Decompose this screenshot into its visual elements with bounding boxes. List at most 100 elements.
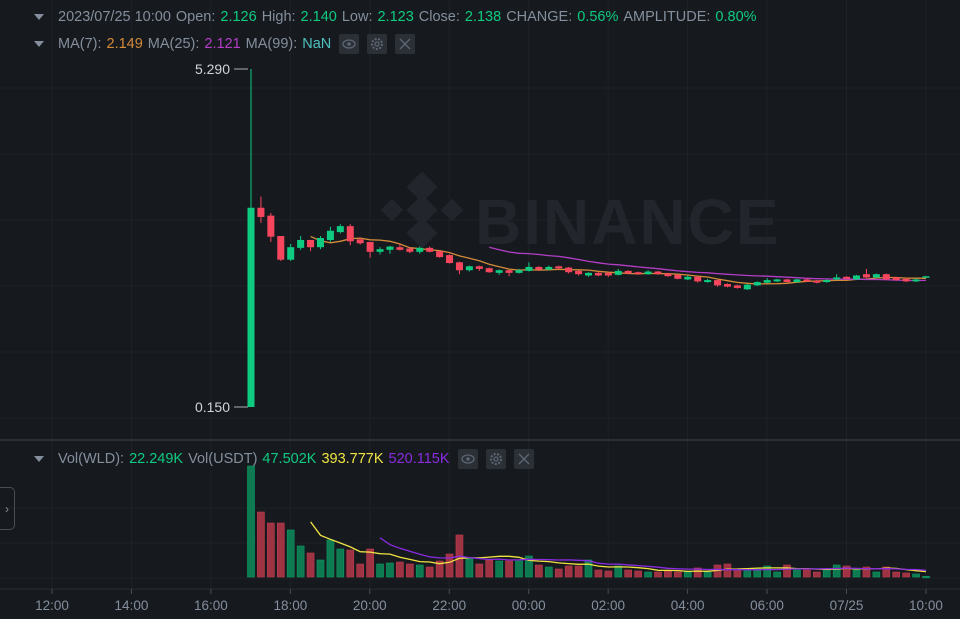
volume-bar (733, 569, 742, 578)
candle-body (535, 266, 543, 270)
candle-body (813, 280, 821, 283)
eye-icon[interactable] (457, 449, 478, 469)
candle-body (674, 274, 682, 279)
candle-body (902, 278, 910, 282)
candle-body (763, 280, 771, 283)
volume-bar (624, 569, 633, 578)
candle-body (644, 271, 652, 275)
low-label: Low: (341, 9, 373, 25)
volume-bar (842, 565, 851, 578)
time-axis[interactable]: 12:00 14:00 16:00 18:00 20:00 22:00 00:00 02:00… (35, 589, 943, 613)
volume-bar (852, 569, 861, 578)
volume-bar (386, 562, 394, 578)
volume-bar (326, 539, 335, 578)
collapse-triangle-icon[interactable] (34, 14, 44, 20)
ma25-label: MA(25): (147, 36, 200, 52)
candle-body (654, 271, 662, 275)
volume-bar (822, 569, 831, 578)
amplitude-value: 0.80% (715, 9, 757, 25)
volume-bar (564, 565, 573, 578)
candle-body (684, 276, 692, 280)
close-icon[interactable] (395, 34, 416, 54)
candle-body (247, 207, 255, 407)
candle-body (823, 280, 831, 283)
candle-body (912, 279, 920, 282)
candle-body (892, 277, 900, 281)
candle-body (753, 282, 761, 286)
ma7-label: MA(7): (58, 36, 102, 52)
vol-ma1-value: 393.777K (321, 451, 384, 467)
ma25-value: 2.121 (204, 36, 241, 52)
open-label: Open: (175, 9, 216, 25)
candles (247, 69, 930, 407)
collapse-triangle-icon[interactable] (34, 41, 44, 47)
expand-sidebar-button[interactable]: › (0, 487, 15, 530)
x-tick-label: 04:00 (671, 598, 705, 613)
volume-bar (435, 560, 444, 578)
candle-body (326, 230, 334, 240)
volume-bar (683, 571, 692, 578)
volume-bar (922, 576, 930, 579)
vol-quote-value: 47.502K (262, 451, 317, 467)
x-tick-label: 02:00 (591, 598, 625, 613)
candle-body (386, 246, 394, 250)
volume-bar (773, 571, 781, 578)
open-value: 2.126 (220, 9, 257, 25)
candle-body (714, 280, 722, 286)
close-icon[interactable] (513, 449, 534, 469)
watermark-text: BINANCE (475, 186, 781, 258)
candle-body (307, 239, 315, 248)
volume-bar (654, 571, 662, 578)
change-value: 0.56% (577, 9, 619, 25)
volume-bar (634, 570, 642, 578)
volume-bar (445, 553, 454, 578)
volume-ma-lines (310, 521, 927, 573)
candle-body (515, 270, 523, 273)
candle-body (575, 270, 583, 275)
candle-body (336, 226, 344, 233)
eye-icon[interactable] (339, 34, 360, 54)
collapse-triangle-icon[interactable] (34, 456, 44, 462)
volume-bar (763, 565, 771, 578)
candle-body (872, 274, 880, 278)
price-labels: 5.290 0.150 (195, 61, 248, 415)
volume-bar (286, 529, 295, 578)
volume-bar (525, 555, 533, 578)
volume-bar (316, 559, 325, 578)
volume-bars (247, 465, 930, 579)
x-tick-label: 20:00 (353, 598, 387, 613)
candle-body (366, 241, 374, 252)
volume-bar (862, 566, 871, 578)
vol-base-label: Vol(WLD): (58, 451, 125, 467)
volume-bar (584, 559, 593, 578)
candle-body (525, 266, 533, 271)
chevron-right-icon: › (5, 501, 9, 516)
candle-body (793, 279, 801, 283)
volume-bar (872, 571, 881, 578)
candle-body (862, 274, 870, 278)
volume-bar (336, 548, 345, 578)
volume-bar (604, 570, 613, 578)
candle-body (545, 266, 553, 270)
grid (0, 0, 960, 589)
high-label: High: (261, 9, 296, 25)
candle-body (704, 280, 712, 283)
gear-icon[interactable] (485, 449, 506, 469)
candle-body (634, 272, 642, 275)
x-tick-label: 00:00 (512, 598, 546, 613)
gear-icon[interactable] (367, 34, 388, 54)
volume-bar (535, 564, 543, 578)
volume-bar (296, 545, 305, 578)
volume-bar (803, 569, 811, 578)
volume-bar (882, 566, 891, 578)
candle-body (346, 226, 354, 242)
watermark: BINANCE (380, 171, 781, 258)
volume-bar (276, 522, 285, 578)
volume-bar (495, 560, 503, 578)
x-tick-label: 10:00 (909, 598, 943, 613)
volume-bar (594, 569, 603, 578)
volume-bar (505, 560, 513, 578)
high-value: 2.140 (300, 9, 337, 25)
volume-legend: Vol(WLD): 22.249K Vol(USDT) 47.502K 393.77… (34, 449, 542, 469)
